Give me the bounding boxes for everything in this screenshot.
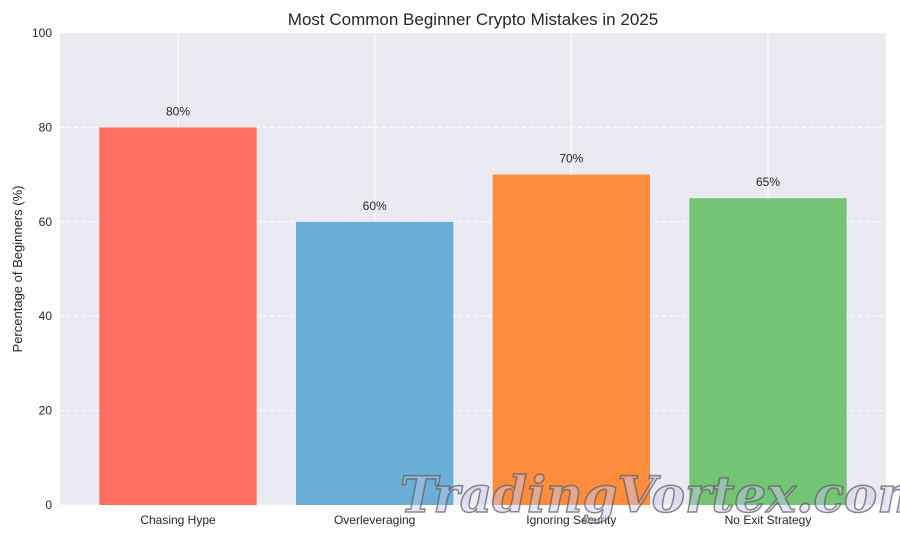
bar: [492, 174, 650, 505]
data-label: 65%: [756, 175, 780, 189]
bar: [99, 127, 257, 506]
x-tick-label: Ignoring Security: [526, 513, 616, 527]
x-tick-label: No Exit Strategy: [725, 513, 812, 527]
y-tick-label: 60: [39, 215, 53, 229]
y-axis-label: Percentage of Beginners (%): [10, 186, 25, 353]
chart-title: Most Common Beginner Crypto Mistakes in …: [288, 10, 658, 29]
y-tick-label: 40: [39, 309, 53, 323]
y-tick-label: 100: [32, 26, 52, 40]
x-tick-label: Overleveraging: [334, 513, 415, 527]
data-label: 60%: [363, 199, 387, 213]
bar: [296, 221, 454, 506]
data-label: 80%: [166, 104, 190, 118]
y-tick-label: 20: [39, 404, 53, 418]
y-tick-label: 0: [45, 498, 52, 512]
data-label: 70%: [559, 152, 583, 166]
y-tick-label: 80: [39, 120, 53, 134]
bar: [689, 198, 847, 505]
watermark-logo: TradingVortex.com: [400, 465, 900, 524]
x-tick-label: Chasing Hype: [140, 513, 216, 527]
